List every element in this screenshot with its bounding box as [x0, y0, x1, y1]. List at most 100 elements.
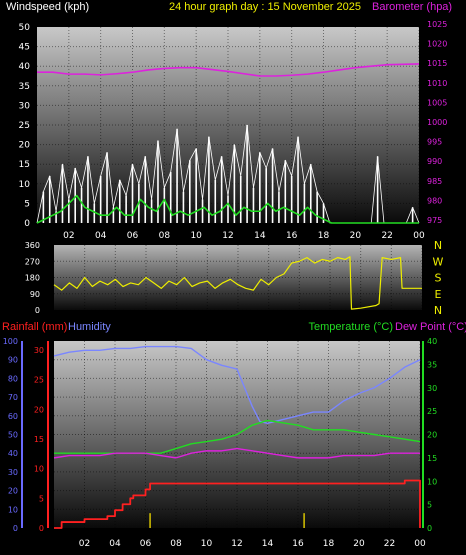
direction-tick-label: 270	[25, 257, 40, 266]
wind-tick-label: 0	[24, 219, 30, 229]
x-tick-label-top: 00	[413, 231, 425, 241]
wind-tick-label: 5	[24, 199, 30, 209]
humidity-tick-label: 60	[8, 412, 18, 421]
humidity-tick-label: 80	[8, 374, 18, 383]
humidity-tick-label: 90	[8, 356, 18, 365]
direction-tick-label: 0	[35, 306, 40, 315]
x-tick-label-bottom: 14	[262, 539, 274, 549]
windspeed-axis-label: Windspeed (kph)	[6, 1, 89, 13]
x-tick-label-bottom: 06	[140, 539, 152, 549]
dewpoint-line	[53, 447, 420, 459]
humidity-tick-label: 0	[13, 524, 18, 533]
rainfall-axis-label: Rainfall (mm)	[2, 321, 67, 333]
direction-panel-background	[54, 245, 422, 310]
compass-label: E	[435, 288, 442, 301]
temperature-tick-label: 30	[427, 384, 437, 393]
dewpoint-axis-label: Dew Point (°C)	[395, 321, 466, 333]
baro-tick-label: 1025	[427, 20, 447, 29]
x-tick-label-top: 12	[222, 231, 233, 241]
chart-series	[36, 63, 422, 529]
rain-tick-label: 30	[34, 346, 44, 355]
wind-tick-label: 45	[19, 43, 30, 53]
x-tick-label-top: 08	[159, 231, 171, 241]
chart-title: 24 hour graph day : 15 November 2025	[169, 1, 361, 13]
baro-tick-label: 995	[427, 138, 442, 147]
temperature-tick-label: 10	[427, 477, 437, 486]
humidity-tick-label: 50	[8, 431, 18, 440]
humidity-tick-label: 30	[8, 468, 18, 477]
baro-tick-label: 1020	[427, 40, 447, 49]
temperature-tick-label: 20	[427, 431, 437, 440]
wind-average-line	[36, 194, 419, 224]
compass-label: N	[434, 304, 442, 317]
baro-tick-label: 985	[427, 177, 442, 186]
x-tick-label-top: 18	[318, 231, 330, 241]
rain-tick-label: 0	[39, 524, 44, 533]
direction-panel-grid	[54, 245, 423, 310]
baro-tick-label: 1005	[427, 98, 447, 107]
rain-tick-label: 10	[34, 465, 44, 474]
rain-tick-label: 15	[34, 435, 44, 444]
temperature-tick-label: 15	[427, 454, 437, 463]
x-tick-label-top: 10	[190, 231, 202, 241]
rain-tick-label: 25	[34, 376, 44, 385]
x-tick-label-top: 16	[286, 231, 298, 241]
x-tick-label-top: 20	[350, 231, 362, 241]
baro-tick-label: 990	[427, 157, 442, 166]
baro-tick-label: 1015	[427, 59, 447, 68]
humidity-tick-label: 100	[3, 337, 18, 346]
temperature-tick-label: 0	[427, 524, 432, 533]
humidity-line	[53, 345, 421, 424]
baro-tick-label: 1010	[427, 79, 447, 88]
x-tick-label-bottom: 12	[231, 539, 242, 549]
temperature-axis-label: Temperature (°C)	[309, 321, 393, 333]
rain-tick-label: 20	[34, 405, 44, 414]
x-tick-label-top: 04	[95, 231, 107, 241]
rain-tick-label: 5	[39, 494, 44, 503]
x-tick-label-bottom: 10	[201, 539, 213, 549]
x-tick-label-bottom: 04	[109, 539, 121, 549]
humidity-tick-label: 10	[8, 505, 18, 514]
baro-tick-label: 980	[427, 196, 442, 205]
x-tick-label-bottom: 22	[384, 539, 395, 549]
compass-label: S	[435, 272, 442, 285]
x-tick-label-top: 06	[127, 231, 139, 241]
axis-tick-labels: 0510152025303540455097598098599099510001…	[3, 20, 448, 549]
compass-label: W	[433, 255, 444, 268]
humidity-axis-label: Humidity	[68, 321, 111, 333]
humidity-tick-label: 40	[8, 449, 18, 458]
compass-label: N	[434, 239, 442, 252]
baro-tick-label: 1000	[427, 118, 447, 127]
direction-tick-label: 180	[25, 274, 40, 283]
x-tick-label-top: 22	[381, 231, 392, 241]
x-tick-label-bottom: 20	[353, 539, 365, 549]
x-tick-label-bottom: 08	[170, 539, 182, 549]
wind-tick-label: 15	[19, 160, 30, 170]
wind-tick-label: 20	[19, 141, 31, 151]
wind-tick-label: 40	[19, 62, 31, 72]
humidity-tick-label: 20	[8, 487, 18, 496]
wind-direction-line	[53, 256, 422, 310]
x-tick-label-top: 14	[254, 231, 266, 241]
barometer-line	[37, 63, 420, 77]
barometer-axis-label: Barometer (hpa)	[372, 1, 452, 13]
humidity-tick-label: 70	[8, 393, 18, 402]
baro-tick-label: 975	[427, 216, 442, 225]
wind-tick-label: 25	[19, 121, 30, 131]
x-tick-label-bottom: 18	[323, 539, 335, 549]
x-tick-label-bottom: 16	[292, 539, 304, 549]
rainfall-line	[54, 479, 421, 529]
wind-tick-label: 10	[19, 180, 31, 190]
x-tick-label-top: 02	[63, 231, 74, 241]
direction-tick-label: 360	[25, 241, 40, 250]
temperature-tick-label: 35	[427, 360, 437, 369]
wind-tick-label: 50	[19, 23, 31, 33]
x-tick-label-bottom: 02	[79, 539, 90, 549]
wind-tick-label: 30	[19, 101, 31, 111]
temperature-tick-label: 5	[427, 501, 432, 510]
direction-tick-label: 90	[30, 290, 40, 299]
wind-tick-label: 35	[19, 82, 30, 92]
x-tick-label-bottom: 00	[414, 539, 426, 549]
temperature-tick-label: 25	[427, 407, 437, 416]
